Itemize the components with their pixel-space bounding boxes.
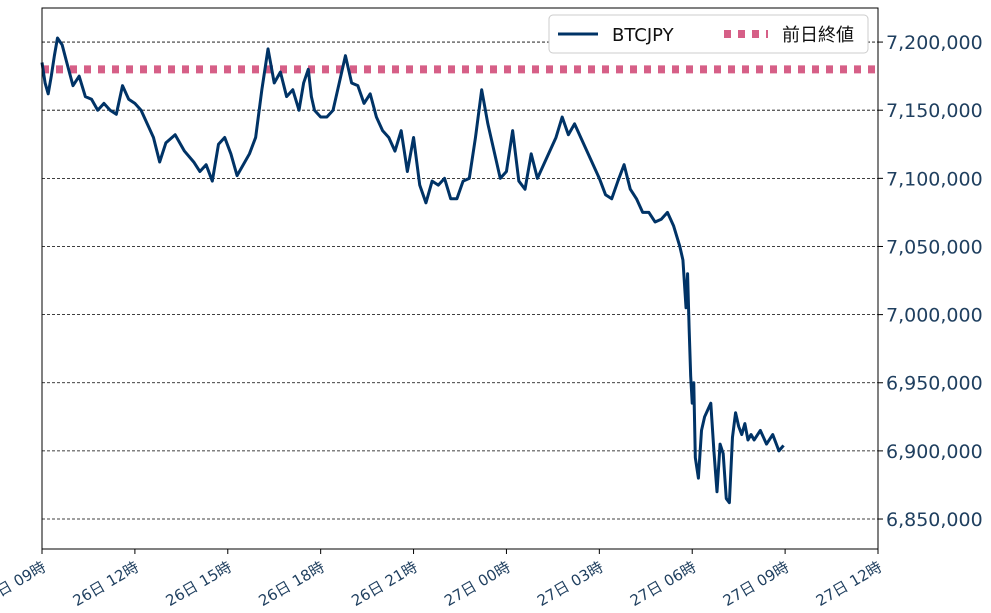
y-axis: 6,850,000 6,900,000 6,950,000 7,000,000 7,05… (878, 32, 983, 531)
y-tick-label: 7,200,000 (886, 32, 983, 54)
legend: BTCJPY 前日終値 (548, 14, 869, 54)
y-tick-label: 7,000,000 (886, 305, 983, 327)
y-tick-label: 6,850,000 (886, 509, 983, 531)
legend-label-prev-close: 前日終値 (782, 25, 854, 46)
y-tick-label: 7,050,000 (886, 236, 983, 258)
plot-frame (41, 7, 879, 550)
y-tick-label: 7,150,000 (886, 100, 983, 122)
series-layer (40, 36, 878, 505)
y-tick-label: 6,950,000 (886, 373, 983, 395)
y-tick-label: 6,900,000 (886, 441, 983, 463)
legend-box (548, 14, 869, 54)
series-line-btcjpy (40, 36, 785, 505)
y-tick-label: 7,100,000 (886, 168, 983, 190)
legend-label-btcjpy: BTCJPY (612, 25, 675, 46)
